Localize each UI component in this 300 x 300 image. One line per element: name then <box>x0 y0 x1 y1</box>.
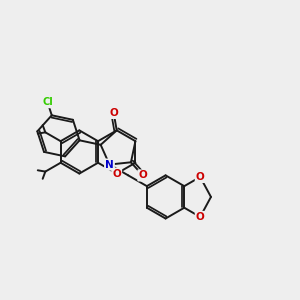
Text: N: N <box>105 160 114 170</box>
Text: Cl: Cl <box>42 97 53 107</box>
Text: O: O <box>109 108 118 118</box>
Text: O: O <box>112 169 121 178</box>
Text: O: O <box>138 170 147 180</box>
Text: O: O <box>196 172 205 182</box>
Text: O: O <box>196 212 205 222</box>
